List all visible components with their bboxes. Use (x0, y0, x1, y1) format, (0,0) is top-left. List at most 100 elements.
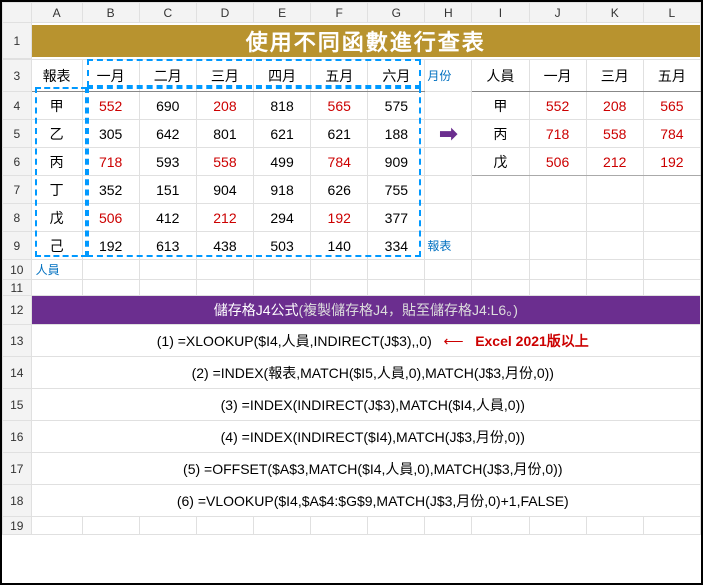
col-header[interactable]: L (643, 3, 700, 23)
right-value[interactable]: 212 (586, 148, 643, 176)
left-value[interactable]: 558 (196, 148, 253, 176)
row-header[interactable]: 12 (3, 296, 32, 325)
row-header[interactable]: 5 (3, 120, 32, 148)
col-header[interactable]: B (82, 3, 139, 23)
right-month-header[interactable]: 一月 (529, 60, 586, 92)
left-person[interactable]: 丁 (31, 176, 82, 204)
left-value[interactable]: 552 (82, 92, 139, 120)
left-month-header[interactable]: 五月 (311, 60, 368, 92)
left-value[interactable]: 801 (196, 120, 253, 148)
left-value[interactable]: 192 (311, 204, 368, 232)
col-header[interactable]: I (472, 3, 529, 23)
row-header[interactable]: 10 (3, 260, 32, 280)
left-value[interactable]: 140 (311, 232, 368, 260)
left-value[interactable]: 613 (139, 232, 196, 260)
left-value[interactable]: 755 (368, 176, 425, 204)
col-header[interactable]: G (368, 3, 425, 23)
col-header[interactable]: C (139, 3, 196, 23)
right-person[interactable]: 甲 (472, 92, 529, 120)
row-header[interactable]: 14 (3, 357, 32, 389)
row-header[interactable]: 13 (3, 325, 32, 357)
formula-row[interactable]: (3) =INDEX(INDIRECT(J$3),MATCH($I4,人員,0)… (31, 389, 700, 421)
row-header[interactable]: 1 (3, 23, 32, 59)
left-person[interactable]: 丙 (31, 148, 82, 176)
row-header[interactable]: 15 (3, 389, 32, 421)
left-corner[interactable]: 報表 (31, 60, 82, 92)
col-header[interactable]: E (254, 3, 311, 23)
right-value[interactable]: 784 (643, 120, 700, 148)
left-value[interactable]: 642 (139, 120, 196, 148)
left-month-header[interactable]: 一月 (82, 60, 139, 92)
left-value[interactable]: 377 (368, 204, 425, 232)
left-value[interactable]: 438 (196, 232, 253, 260)
row-header[interactable]: 6 (3, 148, 32, 176)
right-person[interactable]: 丙 (472, 120, 529, 148)
formula-row[interactable]: (2) =INDEX(報表,MATCH($I5,人員,0),MATCH(J$3,… (31, 357, 700, 389)
formula-row[interactable]: (6) =VLOOKUP($I4,$A$4:$G$9,MATCH(J$3,月份,… (31, 485, 700, 517)
left-value[interactable]: 784 (311, 148, 368, 176)
left-value[interactable]: 212 (196, 204, 253, 232)
row-header[interactable]: 19 (3, 517, 32, 535)
left-value[interactable]: 626 (311, 176, 368, 204)
left-value[interactable]: 188 (368, 120, 425, 148)
right-person[interactable]: 戊 (472, 148, 529, 176)
left-value[interactable]: 904 (196, 176, 253, 204)
left-value[interactable]: 506 (82, 204, 139, 232)
formula-row[interactable]: (4) =INDEX(INDIRECT($I4),MATCH(J$3,月份,0)… (31, 421, 700, 453)
col-header[interactable]: D (196, 3, 253, 23)
left-value[interactable]: 305 (82, 120, 139, 148)
right-value[interactable]: 192 (643, 148, 700, 176)
left-person[interactable]: 戊 (31, 204, 82, 232)
right-value[interactable]: 506 (529, 148, 586, 176)
col-header[interactable]: H (425, 3, 472, 23)
row-header[interactable]: 8 (3, 204, 32, 232)
left-value[interactable]: 192 (82, 232, 139, 260)
left-value[interactable]: 499 (254, 148, 311, 176)
row-header[interactable]: 3 (3, 60, 32, 92)
left-value[interactable]: 718 (82, 148, 139, 176)
right-value[interactable]: 565 (643, 92, 700, 120)
left-value[interactable]: 294 (254, 204, 311, 232)
left-value[interactable]: 151 (139, 176, 196, 204)
row-header[interactable]: 4 (3, 92, 32, 120)
left-value[interactable]: 621 (311, 120, 368, 148)
left-value[interactable]: 352 (82, 176, 139, 204)
left-person[interactable]: 乙 (31, 120, 82, 148)
col-header[interactable]: F (311, 3, 368, 23)
formula-row[interactable]: (5) =OFFSET($A$3,MATCH($I4,人員,0),MATCH(J… (31, 453, 700, 485)
col-header[interactable]: A (31, 3, 82, 23)
left-value[interactable]: 818 (254, 92, 311, 120)
row-header[interactable]: 9 (3, 232, 32, 260)
left-month-header[interactable]: 四月 (254, 60, 311, 92)
left-value[interactable]: 621 (254, 120, 311, 148)
left-value[interactable]: 334 (368, 232, 425, 260)
row-header[interactable]: 16 (3, 421, 32, 453)
right-value[interactable]: 718 (529, 120, 586, 148)
col-header[interactable]: J (529, 3, 586, 23)
right-month-header[interactable]: 三月 (586, 60, 643, 92)
left-value[interactable]: 918 (254, 176, 311, 204)
row-header[interactable]: 18 (3, 485, 32, 517)
row-header[interactable]: 11 (3, 280, 32, 296)
col-header[interactable]: K (586, 3, 643, 23)
left-month-header[interactable]: 六月 (368, 60, 425, 92)
row-header[interactable]: 17 (3, 453, 32, 485)
row-header[interactable]: 7 (3, 176, 32, 204)
left-value[interactable]: 208 (196, 92, 253, 120)
left-person[interactable]: 甲 (31, 92, 82, 120)
formula-row[interactable]: (1) =XLOOKUP($I4,人員,INDIRECT(J$3),,0) ⟵ … (31, 325, 700, 357)
right-value[interactable]: 552 (529, 92, 586, 120)
right-value[interactable]: 558 (586, 120, 643, 148)
left-value[interactable]: 575 (368, 92, 425, 120)
left-month-header[interactable]: 三月 (196, 60, 253, 92)
left-value[interactable]: 412 (139, 204, 196, 232)
left-value[interactable]: 909 (368, 148, 425, 176)
left-value[interactable]: 593 (139, 148, 196, 176)
right-month-header[interactable]: 五月 (643, 60, 700, 92)
left-value[interactable]: 503 (254, 232, 311, 260)
left-value[interactable]: 565 (311, 92, 368, 120)
right-person-header[interactable]: 人員 (472, 60, 529, 92)
right-value[interactable]: 208 (586, 92, 643, 120)
left-value[interactable]: 690 (139, 92, 196, 120)
left-person[interactable]: 己 (31, 232, 82, 260)
